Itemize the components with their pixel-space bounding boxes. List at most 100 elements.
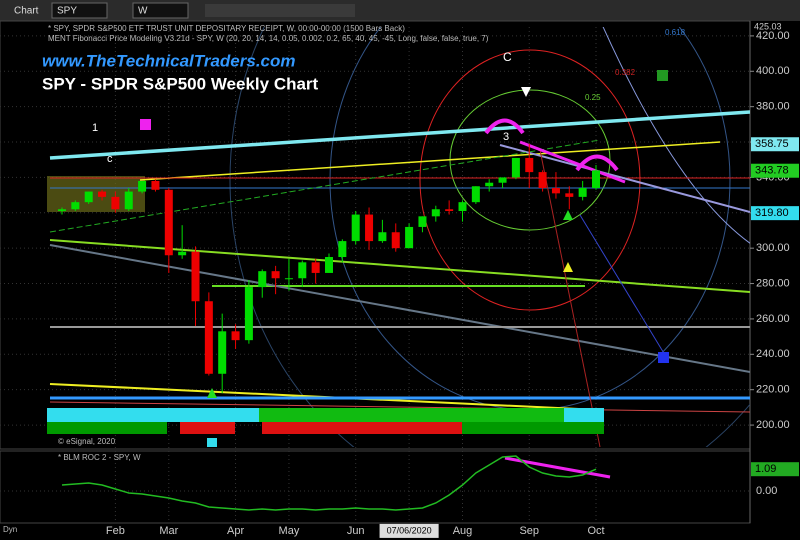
interval-box[interactable]: [132, 2, 189, 19]
x-tick-label: May: [279, 525, 300, 537]
candle-body: [445, 209, 454, 212]
x-tick-box: [379, 523, 439, 538]
interval[interactable]: W: [138, 6, 148, 17]
arc-marker: [484, 118, 525, 135]
candle-body: [485, 182, 494, 187]
toolbar-bg: [0, 0, 800, 21]
copyright: © eSignal, 2020: [58, 437, 116, 446]
signal-strip: [180, 422, 235, 434]
marker: [658, 352, 669, 363]
candle-body: [258, 271, 267, 288]
toolbar-icons[interactable]: [205, 4, 355, 17]
signal-strip: [47, 422, 167, 434]
y-tick-label: 260.00: [756, 313, 790, 325]
marker: [207, 388, 217, 398]
candle-body: [378, 232, 387, 242]
candles: [58, 143, 600, 394]
last-value-marker: [751, 462, 799, 477]
candle-body: [244, 287, 253, 341]
x-tick-label: Apr: [227, 525, 244, 537]
candle-body: [551, 188, 560, 194]
symbol[interactable]: SPY: [57, 6, 77, 17]
y-tick-label: 420.00: [756, 30, 790, 42]
x-tick-label: Feb: [106, 525, 125, 537]
signal-strip: [259, 408, 564, 422]
indicator-panel: [0, 450, 751, 524]
price-panel: [0, 20, 751, 450]
trend-line: [519, 140, 626, 184]
annotation: C: [503, 50, 512, 64]
candle-body: [311, 262, 320, 273]
candle-body: [298, 262, 307, 279]
window-title: Chart: [14, 6, 39, 17]
x-tick-label: Oct: [587, 525, 604, 537]
indicator-line: [61, 455, 597, 511]
x-tick-label: Jun: [347, 525, 365, 537]
toolbar: Chart SPY W: [0, 0, 800, 21]
signal-strip: [564, 408, 604, 422]
price-marker: [751, 163, 799, 178]
candle-body: [271, 271, 280, 279]
trend-line: [49, 110, 750, 160]
annotation: 0.25: [585, 93, 601, 102]
price-marker-label: 319.80: [755, 207, 789, 219]
trend-line: [139, 141, 721, 181]
y-tick-label: 0.00: [756, 485, 777, 497]
trend-line: [49, 244, 750, 373]
candle-body: [418, 216, 427, 227]
study-header: MENT Fibonacci Price Modeling V3.21d - S…: [48, 34, 489, 43]
x-tick-label: Aug: [453, 525, 473, 537]
candle-body: [164, 189, 173, 256]
candle-body: [538, 172, 547, 189]
y-tick-label: 240.00: [756, 348, 790, 360]
projection: [539, 149, 601, 447]
candle-body: [431, 209, 440, 217]
candle-body: [351, 214, 360, 242]
trend-line: [49, 139, 601, 233]
dyn-button[interactable]: Dyn: [3, 525, 17, 534]
y-tick-label: 280.00: [756, 277, 790, 289]
price-marker: [751, 137, 799, 152]
candle-body: [365, 214, 374, 242]
candle-body: [284, 278, 293, 280]
level: [49, 401, 750, 413]
candle-body: [405, 226, 414, 249]
y-tick-label: 300.00: [756, 242, 790, 254]
marker: [521, 87, 531, 97]
price-marker-label: 358.75: [755, 138, 789, 150]
candle-body: [204, 301, 213, 374]
x-tick-label: 07/06/2020: [387, 525, 432, 535]
signal-strip: [262, 422, 462, 434]
candle-body: [138, 180, 147, 192]
candle-body: [565, 193, 574, 197]
fib-ellipse: [419, 49, 641, 311]
annotation: 3: [503, 131, 509, 143]
candle-body: [325, 257, 333, 273]
price-marker-label: 343.78: [755, 165, 789, 177]
signal-strip: [47, 408, 259, 422]
candle-body: [58, 209, 66, 212]
study-header: * SPY, SPDR S&P500 ETF TRUST UNIT DEPOSI…: [48, 24, 405, 33]
website: www.TheTechnicalTraders.com: [42, 51, 296, 70]
indicator-title: * BLM ROC 2 - SPY, W: [58, 453, 141, 462]
y-tick-label: 380.00: [756, 101, 790, 113]
candle-body: [71, 202, 80, 210]
x-tick-label: Sep: [519, 525, 539, 537]
marker: [140, 119, 151, 130]
candle-body: [111, 196, 120, 210]
x-tick-label: Mar: [159, 525, 178, 537]
y-tick-label: 220.00: [756, 384, 790, 396]
candle-body: [231, 331, 240, 341]
y-tick-label: 200.00: [756, 419, 790, 431]
candle-body: [525, 157, 534, 173]
projection: [579, 214, 666, 356]
arc: [602, 27, 750, 244]
axis-max-label: 425.03: [754, 21, 782, 31]
candle-body: [178, 251, 187, 256]
symbol-box[interactable]: [51, 2, 108, 19]
annotation: c: [107, 153, 113, 165]
candle-body: [391, 232, 400, 249]
marker: [563, 262, 573, 272]
candle-body: [578, 188, 587, 197]
